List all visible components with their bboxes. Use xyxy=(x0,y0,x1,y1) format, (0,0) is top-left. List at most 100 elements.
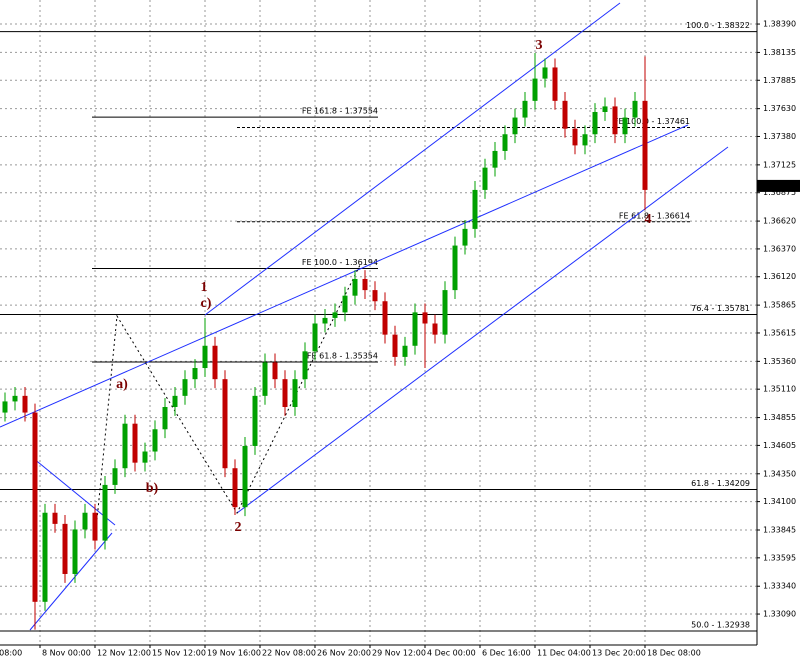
candle-body xyxy=(172,395,178,407)
x-tick-label: 19 Nov 16:00 xyxy=(207,649,261,658)
channel-upper xyxy=(204,2,621,316)
candle-body xyxy=(552,67,558,101)
y-tick-label: 1.37125 xyxy=(763,160,796,169)
wave-label: a) xyxy=(116,377,128,392)
y-tick-label: 1.35110 xyxy=(763,385,796,394)
y-tick-label: 1.34100 xyxy=(763,497,796,506)
x-tick-label: 8 Nov 00:00 xyxy=(42,649,91,658)
candle-body xyxy=(62,523,68,574)
candle-body xyxy=(332,312,338,318)
y-tick-label: 1.36620 xyxy=(763,217,796,226)
candle-body xyxy=(312,323,318,352)
candle-body xyxy=(402,345,408,357)
candle-body xyxy=(222,379,228,469)
wave-label: c) xyxy=(201,296,212,311)
y-tick-label: 1.38135 xyxy=(763,48,796,57)
candle-body xyxy=(22,395,28,413)
candle-body xyxy=(542,67,548,79)
trend-line xyxy=(0,124,689,428)
candle-body xyxy=(142,451,148,463)
y-tick-label: 1.37630 xyxy=(763,104,796,113)
candle-body xyxy=(442,290,448,335)
candle-body xyxy=(152,429,158,452)
candle-body xyxy=(642,100,648,190)
x-tick-label: 15 Nov 12:00 xyxy=(152,649,206,658)
wave-label: b) xyxy=(146,481,159,496)
triangle-lower xyxy=(29,532,113,631)
candle-body xyxy=(572,128,578,146)
wave-labels: 1 2 3 4 a) b) c) xyxy=(116,38,651,535)
candles xyxy=(2,52,648,630)
candle-body xyxy=(132,423,138,463)
candle-body xyxy=(122,423,128,469)
fib-label: 100.0 - 1.38322 xyxy=(686,21,750,30)
candle-body xyxy=(242,445,248,508)
candle-body xyxy=(92,512,98,541)
y-tick-label: 1.37885 xyxy=(763,76,796,85)
y-tick-label: 1.34855 xyxy=(763,413,796,422)
candle-body xyxy=(492,150,498,168)
candle-body xyxy=(472,189,478,229)
fib-label: 61.8 - 1.34209 xyxy=(691,479,750,488)
candle-body xyxy=(622,117,628,135)
candle-body xyxy=(382,301,388,335)
y-tick-label: 1.36875 xyxy=(763,188,796,197)
candle-body xyxy=(522,100,528,118)
fib-label: FE 161.8 - 1.37554 xyxy=(302,107,378,116)
candle-body xyxy=(292,379,298,407)
candle-body xyxy=(102,484,108,541)
trend-lines xyxy=(0,2,729,631)
y-tick-label: 1.34350 xyxy=(763,469,796,478)
x-tick-label: 4 Dec 00:00 xyxy=(427,649,476,658)
fib-label: 50.0 - 1.32938 xyxy=(691,620,750,629)
fib-label: 76.4 - 1.35781 xyxy=(691,304,750,313)
x-tick-label: 13 Dec 20:00 xyxy=(592,649,646,658)
fib-label: FE 61.8 - 1.36614 xyxy=(619,211,690,220)
candle-body xyxy=(602,106,608,112)
candle-body xyxy=(562,100,568,129)
candle-body xyxy=(422,312,428,324)
candle-body xyxy=(352,278,358,296)
candle-body xyxy=(82,512,88,530)
y-tick-label: 1.33595 xyxy=(763,553,796,562)
candle-body xyxy=(232,468,238,508)
price-labels: 1.38390 1.38135 1.37885 1.37630 1.37380 1.371… xyxy=(757,20,796,619)
y-tick-label: 1.35615 xyxy=(763,328,796,337)
candle-body xyxy=(282,379,288,407)
current-price-label: 1.36936 xyxy=(762,181,795,190)
x-tick-label: 26 Nov 20:00 xyxy=(317,649,371,658)
candle-body xyxy=(112,468,118,485)
wave-label: 4 xyxy=(645,212,652,227)
candle-body xyxy=(592,111,598,135)
y-tick-label: 1.34605 xyxy=(763,441,796,450)
fib-label: FE 100.0 - 1.36194 xyxy=(302,258,378,267)
candle-body xyxy=(262,362,268,396)
candle-body xyxy=(32,412,38,602)
x-tick-label: ov 08:00 xyxy=(0,649,22,658)
channel-lower xyxy=(236,146,729,514)
zigzag xyxy=(94,264,361,541)
candle-body xyxy=(12,395,18,402)
candle-body xyxy=(342,295,348,313)
candle-body xyxy=(162,406,168,430)
y-tick-label: 1.35360 xyxy=(763,357,796,366)
y-tick-label: 1.36370 xyxy=(763,244,796,253)
candle-body xyxy=(252,395,258,446)
candle-body xyxy=(482,167,488,190)
candle-body xyxy=(72,529,78,574)
candle-body xyxy=(452,245,458,291)
candle-body xyxy=(302,351,308,380)
y-tick-label: 1.38390 xyxy=(763,20,796,29)
candle-body xyxy=(462,228,468,246)
fib-label: FE 100.0 - 1.37461 xyxy=(614,117,690,126)
candle-body xyxy=(582,134,588,146)
candle-body xyxy=(502,134,508,151)
x-tick-label: 29 Nov 12:00 xyxy=(372,649,426,658)
x-tick-label: 12 Nov 12:00 xyxy=(97,649,151,658)
y-tick-label: 1.35865 xyxy=(763,301,796,310)
candle-body xyxy=(532,78,538,101)
candle-body xyxy=(42,512,48,602)
